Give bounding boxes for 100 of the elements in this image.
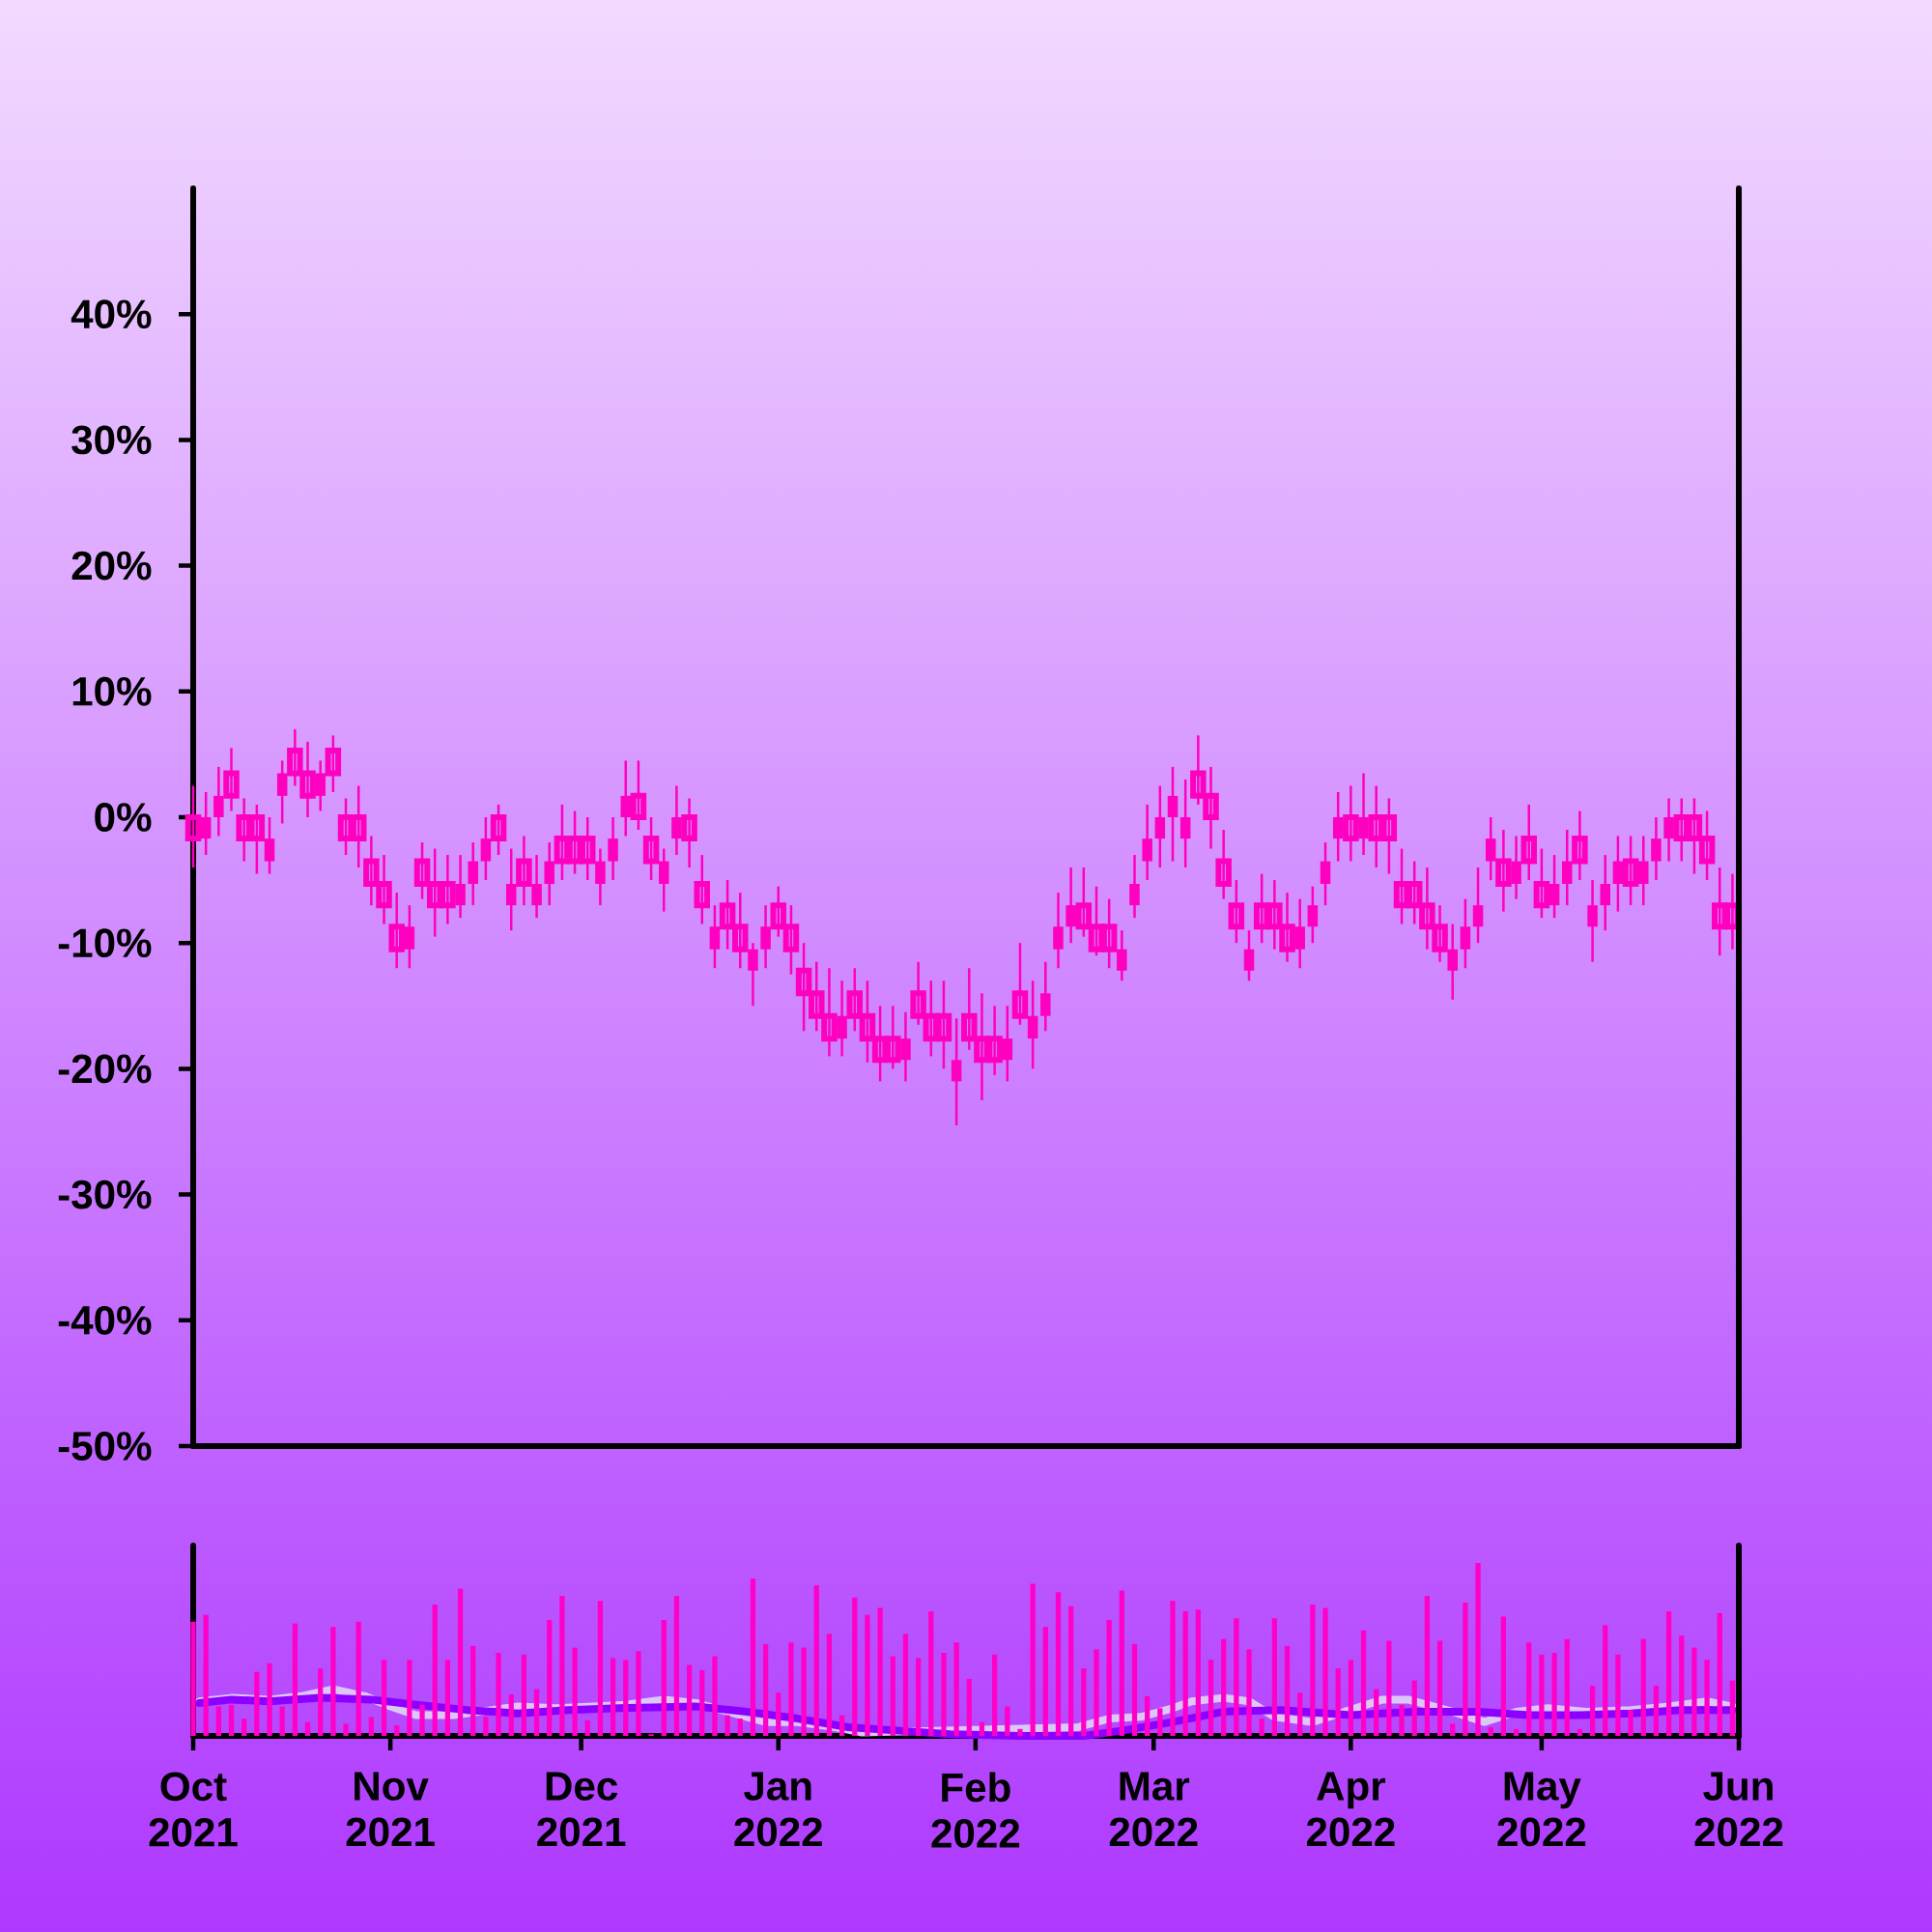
bar — [1615, 1654, 1621, 1736]
bar — [1271, 1618, 1277, 1736]
bar — [215, 1706, 221, 1736]
bar — [203, 1614, 209, 1736]
bar — [1513, 1728, 1520, 1736]
bar — [865, 1614, 870, 1736]
bar — [1475, 1562, 1481, 1736]
x-tick-label: Apr 2022 — [1306, 1772, 1395, 1847]
bar — [267, 1662, 272, 1736]
y-tick-label: -40% — [58, 1305, 152, 1335]
bar — [762, 1644, 769, 1736]
bar — [788, 1642, 794, 1736]
y-tick-label: -30% — [58, 1179, 152, 1209]
bar — [776, 1692, 781, 1736]
bar — [1195, 1609, 1201, 1736]
bar — [1030, 1583, 1036, 1736]
bar — [584, 1719, 590, 1736]
bar — [686, 1664, 693, 1736]
x-tick-label: Mar 2022 — [1109, 1772, 1198, 1847]
bar — [343, 1723, 349, 1736]
x-tick-label: Jan 2022 — [734, 1772, 822, 1847]
y-tick-label: -50% — [58, 1432, 152, 1461]
bar — [826, 1634, 833, 1736]
bar — [1182, 1611, 1188, 1736]
x-tick-label: Nov 2021 — [346, 1772, 435, 1847]
bar — [254, 1671, 260, 1736]
bar — [1348, 1660, 1354, 1736]
bar — [1526, 1642, 1532, 1736]
bar — [1500, 1616, 1507, 1736]
bar — [750, 1578, 756, 1736]
bar — [966, 1678, 972, 1736]
bar — [1450, 1723, 1456, 1736]
bar — [941, 1653, 947, 1736]
bar — [1717, 1612, 1722, 1736]
bar — [623, 1660, 629, 1736]
bar — [1729, 1680, 1736, 1736]
bar — [1042, 1627, 1048, 1736]
bar — [394, 1725, 400, 1736]
y-tick-label: 0% — [95, 803, 152, 832]
bar — [470, 1645, 476, 1736]
bar — [496, 1653, 501, 1736]
bar — [1360, 1630, 1367, 1736]
bar — [1436, 1640, 1443, 1736]
bar — [1208, 1660, 1214, 1736]
y-tick-label: 40% — [71, 299, 152, 329]
x-tick-label: Jun 2022 — [1694, 1772, 1783, 1847]
bar — [1399, 1704, 1405, 1736]
x-tick-label: Feb 2022 — [931, 1772, 1020, 1848]
bar — [1653, 1686, 1660, 1736]
x-tick-label: Oct 2021 — [149, 1772, 238, 1847]
bar — [1463, 1603, 1468, 1736]
bar — [419, 1704, 425, 1736]
y-tick-label: 30% — [71, 425, 152, 455]
bar — [444, 1660, 451, 1736]
bar — [368, 1717, 375, 1736]
x-tick-label: Dec 2021 — [537, 1772, 626, 1847]
bar — [724, 1715, 730, 1736]
bar — [1665, 1611, 1672, 1736]
bar — [1157, 1708, 1163, 1736]
bar — [1539, 1654, 1545, 1736]
bar — [508, 1694, 514, 1736]
bar — [1234, 1618, 1239, 1736]
bar — [521, 1654, 527, 1736]
bar — [407, 1660, 412, 1736]
bar — [318, 1668, 324, 1736]
bar — [915, 1658, 922, 1736]
bar — [992, 1654, 998, 1736]
bar — [852, 1597, 858, 1736]
bar — [1335, 1668, 1341, 1736]
bar — [1411, 1680, 1417, 1736]
candlestick — [1215, 828, 1232, 900]
y-tick-label: -10% — [58, 928, 152, 958]
bar — [673, 1595, 680, 1736]
bar — [228, 1704, 235, 1736]
bar — [1564, 1638, 1570, 1736]
bar — [902, 1634, 909, 1736]
bar — [801, 1647, 807, 1736]
bar — [597, 1601, 604, 1736]
bar — [1577, 1728, 1583, 1736]
bar — [877, 1607, 883, 1736]
bar — [1068, 1605, 1074, 1736]
bar — [242, 1719, 247, 1736]
bar — [547, 1620, 553, 1736]
bar — [483, 1717, 489, 1736]
bar — [1106, 1620, 1112, 1736]
bar — [890, 1656, 895, 1736]
bar — [636, 1651, 641, 1736]
bar — [1310, 1604, 1316, 1736]
bar — [610, 1658, 616, 1736]
y-tick-label: 10% — [72, 676, 152, 706]
bar — [432, 1604, 438, 1736]
bar — [699, 1669, 705, 1736]
bar — [292, 1623, 298, 1736]
bar — [330, 1627, 336, 1736]
bar — [1145, 1695, 1151, 1736]
bar — [737, 1719, 743, 1736]
bar — [304, 1721, 311, 1736]
bar — [1170, 1601, 1176, 1736]
bar — [813, 1585, 819, 1736]
bar — [279, 1706, 285, 1736]
